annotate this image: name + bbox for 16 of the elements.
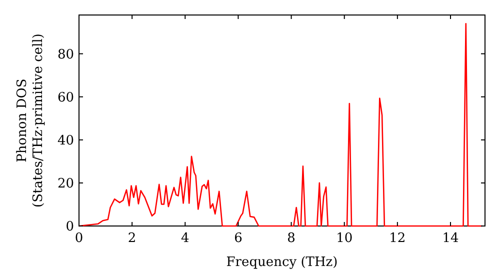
- y-tick-label: 60: [57, 90, 74, 106]
- x-tick-label: 10: [336, 231, 353, 246]
- y-tick-label: 40: [57, 133, 74, 148]
- y-axis-title: Phonon DOS (States/THz·primitive cell): [15, 33, 46, 208]
- x-tick-label: 12: [389, 231, 406, 246]
- y-tick-label: 80: [57, 47, 74, 62]
- x-tick-label: 14: [442, 231, 459, 246]
- x-tick-label: 8: [287, 231, 296, 246]
- x-tick-label: 0: [74, 231, 84, 246]
- x-tick-label: 2: [128, 231, 136, 246]
- y-tick-label: 0: [66, 220, 74, 235]
- y-tick-label: 20: [57, 176, 74, 192]
- x-tick-label: 4: [181, 231, 190, 246]
- line-series: [78, 22, 483, 227]
- x-axis-title: Frequency (THz): [226, 255, 338, 270]
- x-tick-label: 6: [234, 231, 242, 246]
